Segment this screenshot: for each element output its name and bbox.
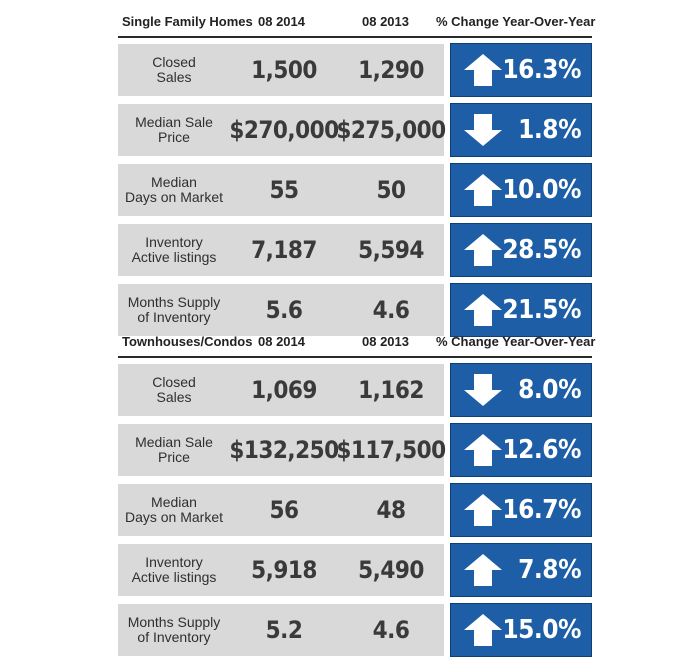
value-2014: $270,000 xyxy=(229,116,339,144)
column-2013-header: 08 2013 xyxy=(362,334,409,349)
metric-label: Inventory Active listings xyxy=(131,234,217,265)
value-2014: 5,918 xyxy=(251,556,317,584)
arrow-down-icon xyxy=(464,374,502,406)
change-box: 10.0% xyxy=(450,163,592,217)
table-row: Median Sale Price $132,250 $117,500 12.6% xyxy=(118,423,592,477)
value-2014: 1,069 xyxy=(251,376,317,404)
change-percent: 16.7% xyxy=(502,495,581,525)
metric-label: Months Supply of Inventory xyxy=(127,294,221,325)
change-box: 21.5% xyxy=(450,283,592,337)
change-percent: 7.8% xyxy=(518,555,581,585)
metric-label: Closed Sales xyxy=(152,374,196,405)
metric-cell xyxy=(118,364,444,416)
table-row: Median Sale Price $270,000 $275,000 1.8% xyxy=(118,103,592,157)
value-2013: 1,290 xyxy=(358,56,424,84)
value-2013: 50 xyxy=(376,176,406,204)
value-2013: 4.6 xyxy=(372,296,410,324)
section-townhouses-condos: Townhouses/Condos 08 2014 08 2013 % Chan… xyxy=(118,320,596,657)
metric-label: Median Sale Price xyxy=(135,434,213,465)
metric-label: Months Supply of Inventory xyxy=(127,614,221,645)
column-2013-header: 08 2013 xyxy=(362,14,409,29)
arrow-up-icon xyxy=(464,434,502,466)
table-row: Months Supply of Inventory 5.2 4.6 15.0% xyxy=(118,603,592,657)
section-title: Single Family Homes xyxy=(122,14,253,29)
metric-label: Inventory Active listings xyxy=(131,554,217,585)
table-row: Median Days on Market 55 50 10.0% xyxy=(118,163,592,217)
metric-cell xyxy=(118,104,444,156)
column-2014-header: 08 2014 xyxy=(258,14,305,29)
arrow-up-icon xyxy=(464,54,502,86)
change-percent: 15.0% xyxy=(502,615,581,645)
change-box: 15.0% xyxy=(450,603,592,657)
change-percent: 28.5% xyxy=(502,235,581,265)
metric-cell xyxy=(118,164,444,216)
metric-cell xyxy=(118,44,444,96)
value-2014: 5.6 xyxy=(265,296,303,324)
change-box: 12.6% xyxy=(450,423,592,477)
change-box: 1.8% xyxy=(450,103,592,157)
metric-cell xyxy=(118,484,444,536)
section-title: Townhouses/Condos xyxy=(122,334,253,349)
change-box: 8.0% xyxy=(450,363,592,417)
metric-label: Median Days on Market xyxy=(124,494,224,525)
value-2013: 5,594 xyxy=(358,236,424,264)
arrow-up-icon xyxy=(464,174,502,206)
arrow-up-icon xyxy=(464,294,502,326)
value-2013: 1,162 xyxy=(358,376,424,404)
column-2014-header: 08 2014 xyxy=(258,334,305,349)
column-change-header: % Change Year-Over-Year xyxy=(436,14,596,29)
metric-cell xyxy=(118,224,444,276)
column-change-header: % Change Year-Over-Year xyxy=(436,334,596,349)
value-2014: $132,250 xyxy=(229,436,339,464)
change-box: 16.7% xyxy=(450,483,592,537)
table-row: Inventory Active listings 5,918 5,490 7.8% xyxy=(118,543,592,597)
metric-label: Closed Sales xyxy=(152,54,196,85)
change-box: 28.5% xyxy=(450,223,592,277)
table-row: Closed Sales 1,500 1,290 16.3% xyxy=(118,43,592,97)
value-2013: 48 xyxy=(376,496,406,524)
arrow-up-icon xyxy=(464,614,502,646)
value-2013: $117,500 xyxy=(336,436,446,464)
section-header: Single Family Homes 08 2014 08 2013 % Ch… xyxy=(118,0,596,38)
metric-label: Median Days on Market xyxy=(124,174,224,205)
change-percent: 16.3% xyxy=(502,55,581,85)
section-header: Townhouses/Condos 08 2014 08 2013 % Chan… xyxy=(118,320,596,358)
metric-cell xyxy=(118,284,444,336)
table-row: Median Days on Market 56 48 16.7% xyxy=(118,483,592,537)
arrow-down-icon xyxy=(464,114,502,146)
value-2014: 5.2 xyxy=(265,616,303,644)
change-percent: 8.0% xyxy=(518,375,581,405)
table-row: Inventory Active listings 7,187 5,594 28.5% xyxy=(118,223,592,277)
table-row: Months Supply of Inventory 5.6 4.6 21.5% xyxy=(118,283,592,337)
metric-cell xyxy=(118,604,444,656)
change-box: 16.3% xyxy=(450,43,592,97)
value-2014: 56 xyxy=(269,496,299,524)
change-box: 7.8% xyxy=(450,543,592,597)
section-single-family: Single Family Homes 08 2014 08 2013 % Ch… xyxy=(118,0,596,337)
value-2013: $275,000 xyxy=(336,116,446,144)
value-2013: 5,490 xyxy=(358,556,424,584)
metric-cell xyxy=(118,424,444,476)
change-percent: 1.8% xyxy=(518,115,581,145)
table-row: Closed Sales 1,069 1,162 8.0% xyxy=(118,363,592,417)
arrow-up-icon xyxy=(464,494,502,526)
value-2014: 7,187 xyxy=(251,236,317,264)
value-2013: 4.6 xyxy=(372,616,410,644)
change-percent: 21.5% xyxy=(502,295,581,325)
value-2014: 55 xyxy=(269,176,299,204)
arrow-up-icon xyxy=(464,234,502,266)
arrow-up-icon xyxy=(464,554,502,586)
metric-label: Median Sale Price xyxy=(135,114,213,145)
change-percent: 10.0% xyxy=(502,175,581,205)
value-2014: 1,500 xyxy=(251,56,317,84)
change-percent: 12.6% xyxy=(502,435,581,465)
metric-cell xyxy=(118,544,444,596)
